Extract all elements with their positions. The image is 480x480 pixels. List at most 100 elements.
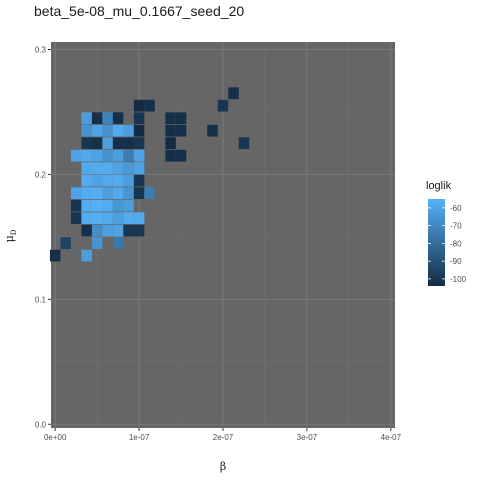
y-axis-title-subscript: D — [10, 229, 18, 235]
heatmap-cell — [91, 137, 103, 150]
heatmap-cell — [91, 124, 103, 137]
heatmap-cell — [133, 174, 145, 187]
heatmap-cell — [238, 137, 250, 150]
y-axis-title: μD — [3, 229, 18, 242]
heatmap-cell — [81, 124, 92, 137]
heatmap-cell — [112, 124, 124, 137]
legend-title: loglik — [426, 180, 452, 192]
heatmap-cell — [102, 112, 113, 125]
legend-ticks: -60 -70 -80 -90 -100 — [428, 204, 467, 284]
legend-colorbar: -60 -70 -80 -90 -100 — [428, 199, 467, 286]
heatmap-cell — [102, 224, 113, 237]
legend-tick-label: -70 — [450, 222, 462, 231]
heatmap-cell — [81, 212, 92, 225]
heatmap-cell — [91, 199, 103, 212]
heatmap-cell — [123, 162, 134, 175]
heatmap-cell — [133, 99, 145, 112]
svg-text:μD: μD — [3, 229, 18, 242]
heatmap-cell — [60, 237, 71, 249]
heatmap-cell — [133, 212, 145, 225]
y-tick-label: 0.1 — [35, 295, 47, 304]
y-axis: 0.0 0.1 0.2 0.3 — [35, 45, 51, 429]
heatmap-cell — [112, 149, 124, 162]
y-axis-title-mu: μ — [3, 235, 16, 242]
heatmap-cell — [112, 224, 124, 237]
heatmap-cell — [123, 199, 134, 212]
heatmap-cell — [133, 187, 145, 200]
heatmap-cell — [81, 137, 92, 150]
heatmap-cell — [112, 137, 124, 150]
heatmap-cell — [70, 187, 82, 200]
heatmap-cell — [217, 99, 229, 112]
heatmap-cell — [102, 199, 113, 212]
heatmap-cell — [112, 199, 124, 212]
heatmap-cell — [81, 199, 92, 212]
heatmap-cell — [207, 124, 218, 137]
legend-tick-label: -90 — [450, 257, 462, 266]
heatmap-cell — [112, 174, 124, 187]
heatmap-cell — [123, 149, 134, 162]
x-axis-title: β — [220, 460, 226, 473]
legend-gradient-bar — [428, 199, 445, 286]
heatmap-cell — [133, 137, 145, 150]
heatmap-cell — [91, 224, 103, 237]
heatmap-cell — [144, 99, 155, 112]
heatmap-cell — [102, 162, 113, 175]
chart-title: beta_5e-08_mu_0.1667_seed_20 — [34, 3, 245, 19]
heatmap-cell — [102, 187, 113, 200]
heatmap-cell — [81, 174, 92, 187]
heatmap-cell — [102, 149, 113, 162]
heatmap-cell — [91, 112, 103, 125]
legend-tick-label: -60 — [450, 204, 462, 213]
y-tick-label: 0.0 — [35, 420, 47, 429]
legend-tick-label: -100 — [450, 275, 467, 284]
heatmap-cell — [91, 212, 103, 225]
x-axis: 0e+00 1e-07 2e-07 3e-07 4e-07 — [44, 428, 402, 442]
heatmap-cell — [112, 187, 124, 200]
heatmap-cell — [144, 187, 155, 200]
heatmap-cell — [123, 212, 134, 225]
x-tick-label: 3e-07 — [297, 433, 318, 442]
heatmap-cell — [165, 124, 176, 137]
heatmap-cell — [133, 124, 145, 137]
heatmap-cell — [123, 187, 134, 200]
heatmap-cell — [133, 112, 145, 125]
x-tick-label: 4e-07 — [381, 433, 402, 442]
heatmap-cell — [123, 137, 134, 150]
heatmap-cell — [165, 149, 176, 162]
x-tick-label: 0e+00 — [44, 433, 67, 442]
heatmap-cell — [70, 212, 82, 225]
y-tick-label: 0.3 — [35, 45, 47, 54]
heatmap-cell — [70, 199, 82, 212]
heatmap-cell — [91, 187, 103, 200]
heatmap-cell — [102, 124, 113, 137]
heatmap-cell — [165, 137, 176, 150]
heatmap-cell — [81, 112, 92, 125]
heatmap-cell — [112, 112, 124, 125]
heatmap-cell — [91, 237, 103, 249]
heatmap-cell — [102, 174, 113, 187]
heatmap-cell — [133, 224, 145, 237]
y-tick-label: 0.2 — [35, 170, 47, 179]
heatmap-cell — [81, 224, 92, 237]
heatmap-cell — [112, 162, 124, 175]
heatmap-cell — [123, 224, 134, 237]
legend-tick-label: -80 — [450, 239, 462, 248]
heatmap-cell — [123, 174, 134, 187]
heatmap-cell — [81, 162, 92, 175]
heatmap-cell — [112, 212, 124, 225]
heatmap-cell — [228, 87, 239, 100]
heatmap-cell — [165, 112, 176, 125]
heatmap-cell — [70, 149, 82, 162]
heatmap-cell — [133, 162, 145, 175]
heatmap-cell — [102, 137, 113, 150]
heatmap-cell — [123, 124, 134, 137]
heatmap-cell — [81, 187, 92, 200]
heatmap-cell — [102, 212, 113, 225]
x-tick-label: 1e-07 — [129, 433, 150, 442]
heatmap-cell — [175, 124, 187, 137]
heatmap-cell — [49, 249, 61, 262]
heatmap-cell — [91, 162, 103, 175]
heatmap-cell — [91, 149, 103, 162]
